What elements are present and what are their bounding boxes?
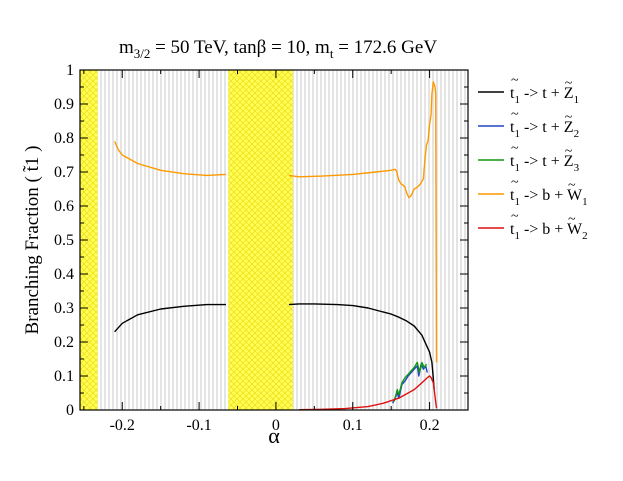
series-line-4-seg-1: [113, 141, 227, 177]
x-tick-label: -0.1: [186, 417, 211, 434]
y-tick-label: 0.2: [54, 334, 74, 351]
legend-tilde: ~: [511, 73, 519, 88]
series-line-1-seg-1: [114, 303, 226, 333]
series-line-5-seg-1: [298, 375, 438, 410]
legend-label: t1 -> t + Z3: [510, 153, 580, 174]
legend-tilde: ~: [511, 141, 519, 156]
legend-label: t1 -> b + W2: [510, 221, 588, 242]
legend-label: t1 -> b + W1: [510, 187, 588, 208]
legend-tilde: ~: [565, 76, 573, 91]
x-tick-label: 0: [272, 417, 280, 434]
y-axis-label: Branching Fraction ( t̃1 ): [22, 146, 43, 335]
y-tick-label: 0.7: [54, 164, 74, 181]
x-tick-label: 0.2: [420, 417, 440, 434]
legend-label: t1 -> t + Z1: [510, 85, 579, 106]
legend-tilde: ~: [565, 144, 573, 159]
legend-tilde: ~: [565, 110, 573, 125]
y-tick-label: 0: [66, 402, 74, 419]
series-line-3-seg-1: [393, 361, 428, 402]
legend-tilde: ~: [568, 212, 576, 227]
legend-tilde: ~: [511, 209, 519, 224]
x-tick-label: -0.2: [110, 417, 135, 434]
excluded-left-region: [80, 70, 98, 410]
legend-entry: t1 -> t + Z3~ ~: [478, 141, 580, 174]
x-axis-label: α: [268, 423, 280, 448]
chart-title: m3/2 = 50 TeV, tanβ = 10, mt = 172.6 GeV: [119, 37, 437, 61]
y-tick-label: 0.8: [54, 130, 74, 147]
excluded-center-region: [228, 70, 293, 410]
legend: t1 -> t + Z1~ ~t1 -> t + Z2~ ~t1 -> t + Z3…: [478, 73, 588, 242]
legend-entry: t1 -> b + W1~ ~: [478, 175, 588, 208]
series-line-1-seg-2: [288, 303, 435, 390]
x-tick-label: 0.1: [343, 417, 363, 434]
y-tick-label: 0.1: [54, 368, 74, 385]
legend-tilde: ~: [568, 178, 576, 193]
legend-entry: t1 -> t + Z1~ ~: [478, 73, 579, 106]
legend-label: t1 -> t + Z2: [510, 119, 579, 140]
y-tick-label: 0.9: [54, 96, 74, 113]
series-line-4-seg-2: [288, 81, 438, 363]
series-line-2-seg-1: [392, 363, 428, 404]
y-tick-label: 1: [66, 62, 74, 79]
legend-entry: t1 -> b + W2~ ~: [478, 209, 588, 242]
plot-area: [80, 70, 468, 410]
y-tick-label: 0.6: [54, 198, 74, 215]
legend-tilde: ~: [511, 107, 519, 122]
legend-tilde: ~: [511, 175, 519, 190]
legend-entry: t1 -> t + Z2~ ~: [478, 107, 579, 140]
y-tick-label: 0.4: [54, 266, 74, 283]
svg-text:Branching Fraction ( t̃1 ): Branching Fraction ( t̃1 ): [22, 146, 43, 335]
y-tick-label: 0.3: [54, 300, 74, 317]
y-tick-label: 0.5: [54, 232, 74, 249]
